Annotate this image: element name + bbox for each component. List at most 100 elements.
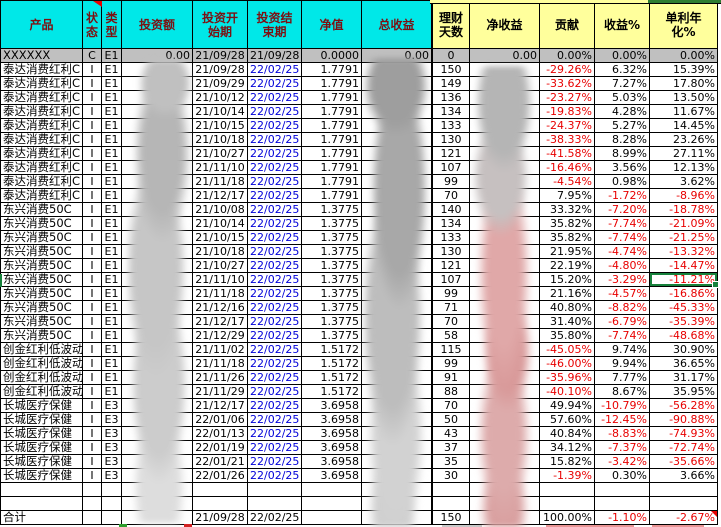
cell-net[interactable] [470,77,540,91]
header-total-return[interactable]: 总收益 [362,1,432,49]
cell-ret[interactable]: -7.20% [595,203,650,217]
cell-p[interactable]: 泰达消费红利C [1,161,83,175]
cell-con[interactable]: 100.00% [540,511,595,525]
cell-inv[interactable] [122,133,193,147]
cell-p[interactable]: 东兴消费50C [1,231,83,245]
cell-nav[interactable]: 1.7791 [302,161,362,175]
cell-nav[interactable]: 1.7791 [302,133,362,147]
cell-tot[interactable] [362,371,432,385]
cell-t[interactable] [102,497,122,511]
cell-tot[interactable] [362,385,432,399]
cell-d[interactable]: 133 [432,119,470,133]
cell-ret[interactable]: -4.74% [595,245,650,259]
cell-inv[interactable] [122,161,193,175]
cell-con[interactable]: 15.82% [540,455,595,469]
cell-s[interactable]: I [83,399,102,413]
cell-p[interactable]: 合计 [1,511,83,525]
cell-tot[interactable] [362,161,432,175]
cell-sd[interactable] [193,497,248,511]
cell-inv[interactable] [122,329,193,343]
cell-d[interactable]: 134 [432,217,470,231]
cell-inv[interactable] [122,315,193,329]
cell-t[interactable]: E1 [102,273,122,287]
cell-p[interactable]: 东兴消费50C [1,287,83,301]
cell-con[interactable]: -29.26% [540,63,595,77]
cell-s[interactable]: I [83,133,102,147]
cell-s[interactable]: I [83,91,102,105]
cell-nav[interactable]: 1.5172 [302,385,362,399]
cell-t[interactable]: E1 [102,189,122,203]
cell-s[interactable]: I [83,357,102,371]
cell-t[interactable]: E1 [102,49,122,63]
cell-tot[interactable] [362,259,432,273]
cell-ann[interactable]: -14.47% [650,259,718,273]
cell-sd[interactable]: 21/10/14 [193,217,248,231]
cell-s[interactable]: I [83,147,102,161]
header-type[interactable]: 类 型 [102,1,122,49]
cell-net[interactable] [470,231,540,245]
cell-sd[interactable]: 22/01/13 [193,427,248,441]
cell-ret[interactable]: -7.74% [595,231,650,245]
cell-nav[interactable]: 1.7791 [302,63,362,77]
cell-ret[interactable]: 0.98% [595,175,650,189]
cell-net[interactable] [470,329,540,343]
cell-ed[interactable]: 22/02/25 [248,511,302,525]
cell-inv[interactable] [122,371,193,385]
header-net-return[interactable]: 净收益 [470,1,540,49]
cell-con[interactable]: -33.62% [540,77,595,91]
header-end-date[interactable]: 投资结 束期 [248,1,302,49]
cell-ed[interactable]: 22/02/25 [248,91,302,105]
cell-sd[interactable]: 21/10/18 [193,133,248,147]
cell-p[interactable]: 泰达消费红利C [1,175,83,189]
cell-tot[interactable] [362,511,432,525]
cell-inv[interactable] [122,245,193,259]
cell-sd[interactable]: 21/11/26 [193,371,248,385]
cell-ed[interactable]: 22/02/25 [248,245,302,259]
cell-ann[interactable] [650,497,718,511]
cell-con[interactable]: 21.16% [540,287,595,301]
cell-net[interactable] [470,161,540,175]
cell-d[interactable] [432,497,470,511]
cell-ann[interactable]: 3.62% [650,175,718,189]
cell-d[interactable]: 130 [432,133,470,147]
cell-ann[interactable]: -2.67% [650,511,718,525]
cell-nav[interactable]: 1.7791 [302,147,362,161]
cell-inv[interactable]: 0.00 [122,49,193,63]
cell-ed[interactable] [248,483,302,497]
cell-d[interactable]: 50 [432,413,470,427]
cell-ed[interactable]: 22/02/25 [248,357,302,371]
cell-s[interactable]: I [83,287,102,301]
cell-ed[interactable]: 21/09/28 [248,49,302,63]
cell-net[interactable] [470,427,540,441]
cell-s[interactable]: I [83,77,102,91]
cell-inv[interactable] [122,497,193,511]
cell-inv[interactable] [122,413,193,427]
cell-sd[interactable]: 21/11/10 [193,161,248,175]
cell-t[interactable]: E3 [102,441,122,455]
cell-nav[interactable]: 0.0000 [302,49,362,63]
cell-p[interactable]: XXXXXX [1,49,83,63]
cell-inv[interactable] [122,427,193,441]
cell-sd[interactable]: 21/10/15 [193,231,248,245]
cell-t[interactable]: E1 [102,315,122,329]
cell-tot[interactable] [362,315,432,329]
cell-ed[interactable]: 22/02/25 [248,175,302,189]
cell-ann[interactable]: 14.45% [650,119,718,133]
cell-nav[interactable]: 1.7791 [302,119,362,133]
cell-ed[interactable]: 22/02/25 [248,259,302,273]
cell-s[interactable]: C [83,49,102,63]
cell-nav[interactable] [302,497,362,511]
cell-p[interactable]: 长城医疗保健 [1,413,83,427]
cell-tot[interactable] [362,413,432,427]
cell-sd[interactable]: 22/01/06 [193,413,248,427]
cell-d[interactable] [432,483,470,497]
cell-s[interactable]: I [83,455,102,469]
cell-ed[interactable]: 22/02/25 [248,399,302,413]
cell-d[interactable]: 43 [432,427,470,441]
header-nav[interactable]: 净值 [302,1,362,49]
header-contribution[interactable]: 贡献 [540,1,595,49]
cell-ann[interactable]: 3.66% [650,469,718,483]
cell-ann[interactable]: 31.17% [650,371,718,385]
cell-s[interactable] [83,497,102,511]
cell-d[interactable]: 121 [432,147,470,161]
